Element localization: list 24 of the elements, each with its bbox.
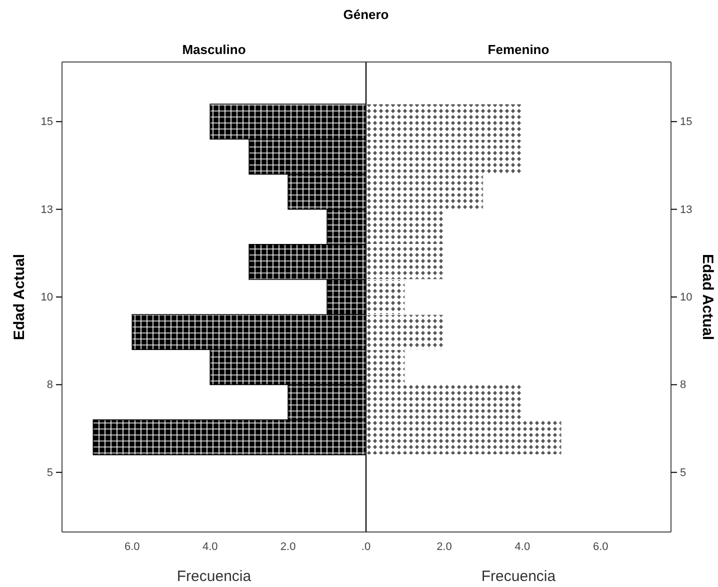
x-tick-label: 4.0 (202, 540, 218, 553)
y-tick-label: 13 (680, 204, 692, 216)
y-tick-label: 15 (680, 116, 692, 128)
x-tick-label: 6.0 (124, 540, 140, 553)
chart-subtitle: Femenino (488, 42, 550, 57)
y-tick-label: 10 (680, 292, 692, 304)
x-tick-label: 2.0 (280, 540, 296, 553)
y-axis-title: Edad Actual (11, 254, 28, 340)
y-tick-label: 10 (40, 292, 53, 304)
y-axis-title: Edad Actual (699, 254, 716, 340)
x-tick-label: 6.0 (592, 540, 608, 553)
x-axis-title: Frecuencia (481, 568, 556, 585)
y-tick-label: 13 (40, 204, 53, 216)
x-tick-label: 2.0 (436, 540, 452, 553)
x-tick-label: .0 (361, 540, 371, 553)
y-tick-label: 8 (680, 379, 686, 392)
y-tick-label: 5 (46, 466, 53, 479)
y-tick-label: 15 (40, 116, 53, 128)
chart-title: Género (343, 7, 389, 22)
y-tick-label: 8 (46, 379, 53, 392)
x-axis-title: Frecuencia (176, 568, 252, 585)
y-tick-label: 5 (680, 466, 686, 479)
chart-subtitle: Masculino (182, 42, 246, 57)
x-tick-label: 4.0 (514, 540, 530, 553)
